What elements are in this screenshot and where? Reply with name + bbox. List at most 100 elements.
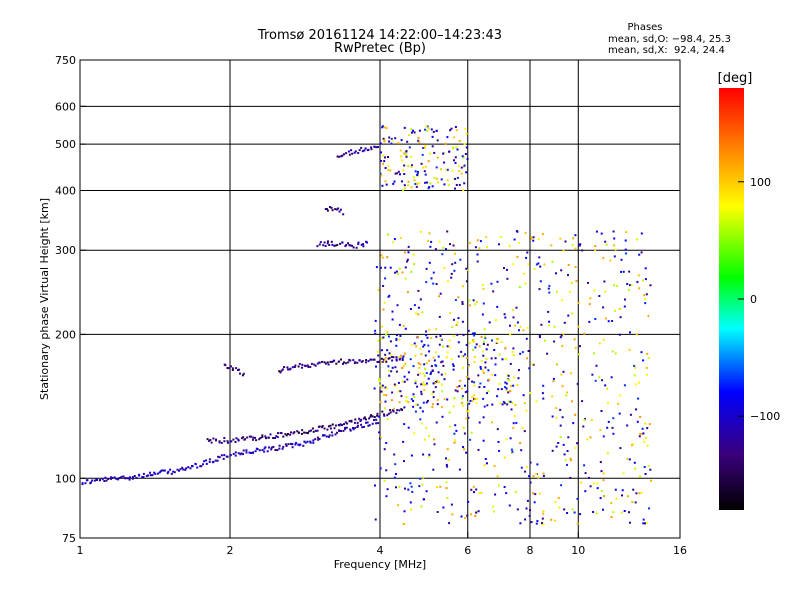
data-point bbox=[395, 337, 398, 340]
data-point bbox=[367, 360, 370, 363]
data-point bbox=[561, 344, 564, 347]
data-point bbox=[533, 268, 536, 271]
data-point bbox=[433, 443, 436, 446]
data-point bbox=[577, 325, 580, 328]
data-point bbox=[496, 428, 499, 431]
data-point bbox=[362, 417, 365, 420]
data-point bbox=[594, 245, 597, 247]
data-point bbox=[449, 129, 452, 132]
data-point bbox=[434, 364, 437, 367]
data-point bbox=[382, 154, 385, 157]
data-point bbox=[425, 334, 428, 337]
data-point bbox=[604, 317, 607, 320]
data-point bbox=[412, 253, 415, 256]
data-point bbox=[400, 395, 403, 398]
data-point bbox=[419, 230, 422, 233]
data-point bbox=[465, 132, 468, 135]
data-point bbox=[631, 444, 633, 447]
data-point bbox=[514, 491, 517, 493]
data-point bbox=[476, 239, 479, 242]
data-point bbox=[366, 241, 368, 244]
data-point bbox=[602, 479, 605, 482]
data-point bbox=[406, 258, 409, 261]
data-point bbox=[208, 458, 211, 461]
data-point bbox=[141, 476, 144, 478]
data-point bbox=[373, 387, 376, 390]
data-point bbox=[381, 256, 384, 259]
data-point bbox=[423, 363, 426, 366]
data-point bbox=[616, 285, 618, 287]
data-point bbox=[467, 269, 470, 271]
data-point bbox=[482, 343, 485, 345]
data-point bbox=[577, 301, 580, 304]
data-point bbox=[621, 489, 624, 492]
data-point bbox=[615, 497, 618, 500]
data-point bbox=[467, 410, 470, 413]
data-point bbox=[291, 443, 294, 446]
data-point bbox=[149, 474, 152, 477]
data-point bbox=[326, 361, 329, 364]
data-point bbox=[351, 152, 354, 155]
data-point bbox=[610, 502, 613, 504]
data-point bbox=[640, 232, 643, 235]
data-point bbox=[316, 436, 319, 439]
data-point bbox=[498, 449, 501, 452]
data-point bbox=[425, 362, 428, 365]
data-point bbox=[410, 508, 413, 511]
data-point bbox=[358, 359, 361, 362]
data-point bbox=[395, 356, 398, 359]
colorbar-label: [deg] bbox=[718, 71, 753, 86]
data-point bbox=[403, 184, 406, 187]
data-point bbox=[433, 359, 436, 362]
data-point bbox=[109, 477, 112, 480]
data-point bbox=[593, 289, 596, 292]
data-point bbox=[390, 142, 393, 145]
data-point bbox=[473, 397, 476, 400]
data-point bbox=[567, 436, 570, 439]
data-point bbox=[436, 379, 439, 382]
data-point bbox=[637, 397, 640, 400]
data-point bbox=[576, 382, 579, 385]
data-point bbox=[392, 356, 395, 359]
data-point bbox=[563, 453, 566, 456]
data-point bbox=[602, 472, 605, 475]
data-point bbox=[333, 359, 336, 362]
data-point bbox=[505, 389, 508, 392]
data-point bbox=[363, 416, 366, 419]
data-point bbox=[312, 430, 315, 433]
data-point bbox=[635, 492, 638, 495]
data-point bbox=[506, 378, 509, 381]
data-point bbox=[378, 380, 381, 383]
data-point bbox=[379, 173, 382, 175]
data-point bbox=[570, 281, 573, 284]
data-point bbox=[503, 456, 506, 459]
data-point bbox=[589, 485, 592, 488]
data-point bbox=[420, 422, 423, 425]
colorbar-tick-label: −100 bbox=[750, 410, 780, 423]
y-tick-label: 500 bbox=[55, 138, 76, 151]
data-point bbox=[420, 162, 423, 165]
data-point bbox=[448, 345, 451, 348]
data-point bbox=[417, 313, 420, 316]
data-point bbox=[326, 209, 329, 212]
data-point bbox=[587, 281, 589, 284]
data-point bbox=[295, 441, 298, 444]
data-point bbox=[453, 318, 455, 321]
data-point bbox=[594, 249, 597, 252]
data-point bbox=[559, 408, 562, 411]
data-point bbox=[409, 501, 412, 504]
data-point bbox=[390, 354, 393, 357]
data-point bbox=[538, 492, 541, 495]
data-point bbox=[427, 434, 430, 437]
data-point bbox=[473, 332, 476, 335]
data-point bbox=[418, 182, 421, 185]
data-point bbox=[316, 245, 319, 248]
data-point bbox=[525, 409, 528, 412]
data-point bbox=[246, 436, 249, 439]
data-point bbox=[333, 244, 336, 247]
data-point bbox=[552, 377, 555, 380]
data-point bbox=[624, 298, 626, 301]
data-point bbox=[349, 359, 352, 362]
data-point bbox=[534, 493, 537, 496]
data-point bbox=[642, 432, 645, 435]
